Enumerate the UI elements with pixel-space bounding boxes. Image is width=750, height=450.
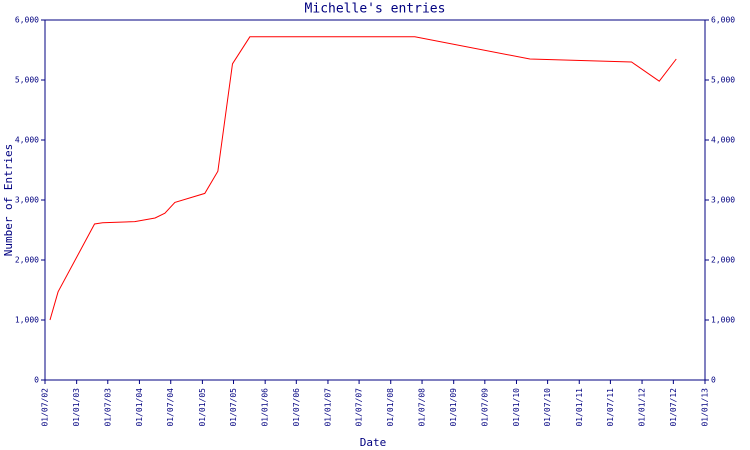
y-tick-label: 5,000 (15, 76, 39, 85)
x-tick-label: 01/01/08 (386, 388, 395, 427)
y2-tick-label: 1,000 (711, 316, 735, 325)
x-tick-label: 01/07/10 (543, 388, 552, 427)
x-tick-label: 01/07/09 (480, 388, 489, 427)
x-tick-label: 01/01/06 (261, 388, 270, 427)
x-tick-label: 01/01/12 (638, 388, 647, 427)
data-line (49, 36, 677, 321)
y2-tick-label: 5,000 (711, 76, 735, 85)
x-tick-label: 01/01/05 (198, 388, 207, 427)
x-axis-label: Date (360, 436, 387, 449)
x-tick-label: 01/07/08 (418, 388, 427, 427)
plot-frame (44, 19, 706, 381)
x-tick-label: 01/07/07 (355, 388, 364, 427)
y2-tick-label: 2,000 (711, 256, 735, 265)
x-tick-label: 01/07/11 (606, 388, 615, 427)
x-tick-label: 01/01/03 (72, 388, 81, 427)
x-tick-label: 01/07/04 (166, 388, 175, 427)
x-tick-label: 01/01/09 (449, 388, 458, 427)
y2-tick-label: 3,000 (711, 196, 735, 205)
y-tick-label: 2,000 (15, 256, 39, 265)
x-tick-label: 01/01/11 (575, 388, 584, 427)
y-tick-label: 3,000 (15, 196, 39, 205)
x-tick-label: 01/01/07 (323, 388, 332, 427)
y2-tick-label: 6,000 (711, 16, 735, 25)
y-tick-label: 6,000 (15, 16, 39, 25)
x-tick-label: 01/07/12 (669, 388, 678, 427)
y-tick-label: 1,000 (15, 316, 39, 325)
x-tick-label: 01/01/10 (512, 388, 521, 427)
x-tick-label: 01/07/03 (103, 388, 112, 427)
y-tick-label: 4,000 (15, 136, 39, 145)
y-axis-label: Number of Entries (2, 144, 15, 257)
chart-title: Michelle's entries (305, 2, 446, 17)
x-tick-label: 01/01/04 (135, 388, 144, 427)
y2-tick-label: 0 (711, 376, 716, 385)
x-tick-label: 01/01/13 (701, 388, 710, 427)
x-tick-label: 01/07/06 (292, 388, 301, 427)
y-tick-label: 0 (34, 376, 39, 385)
x-tick-label: 01/07/05 (229, 388, 238, 427)
x-tick-label: 01/07/02 (41, 388, 50, 427)
y2-tick-label: 4,000 (711, 136, 735, 145)
